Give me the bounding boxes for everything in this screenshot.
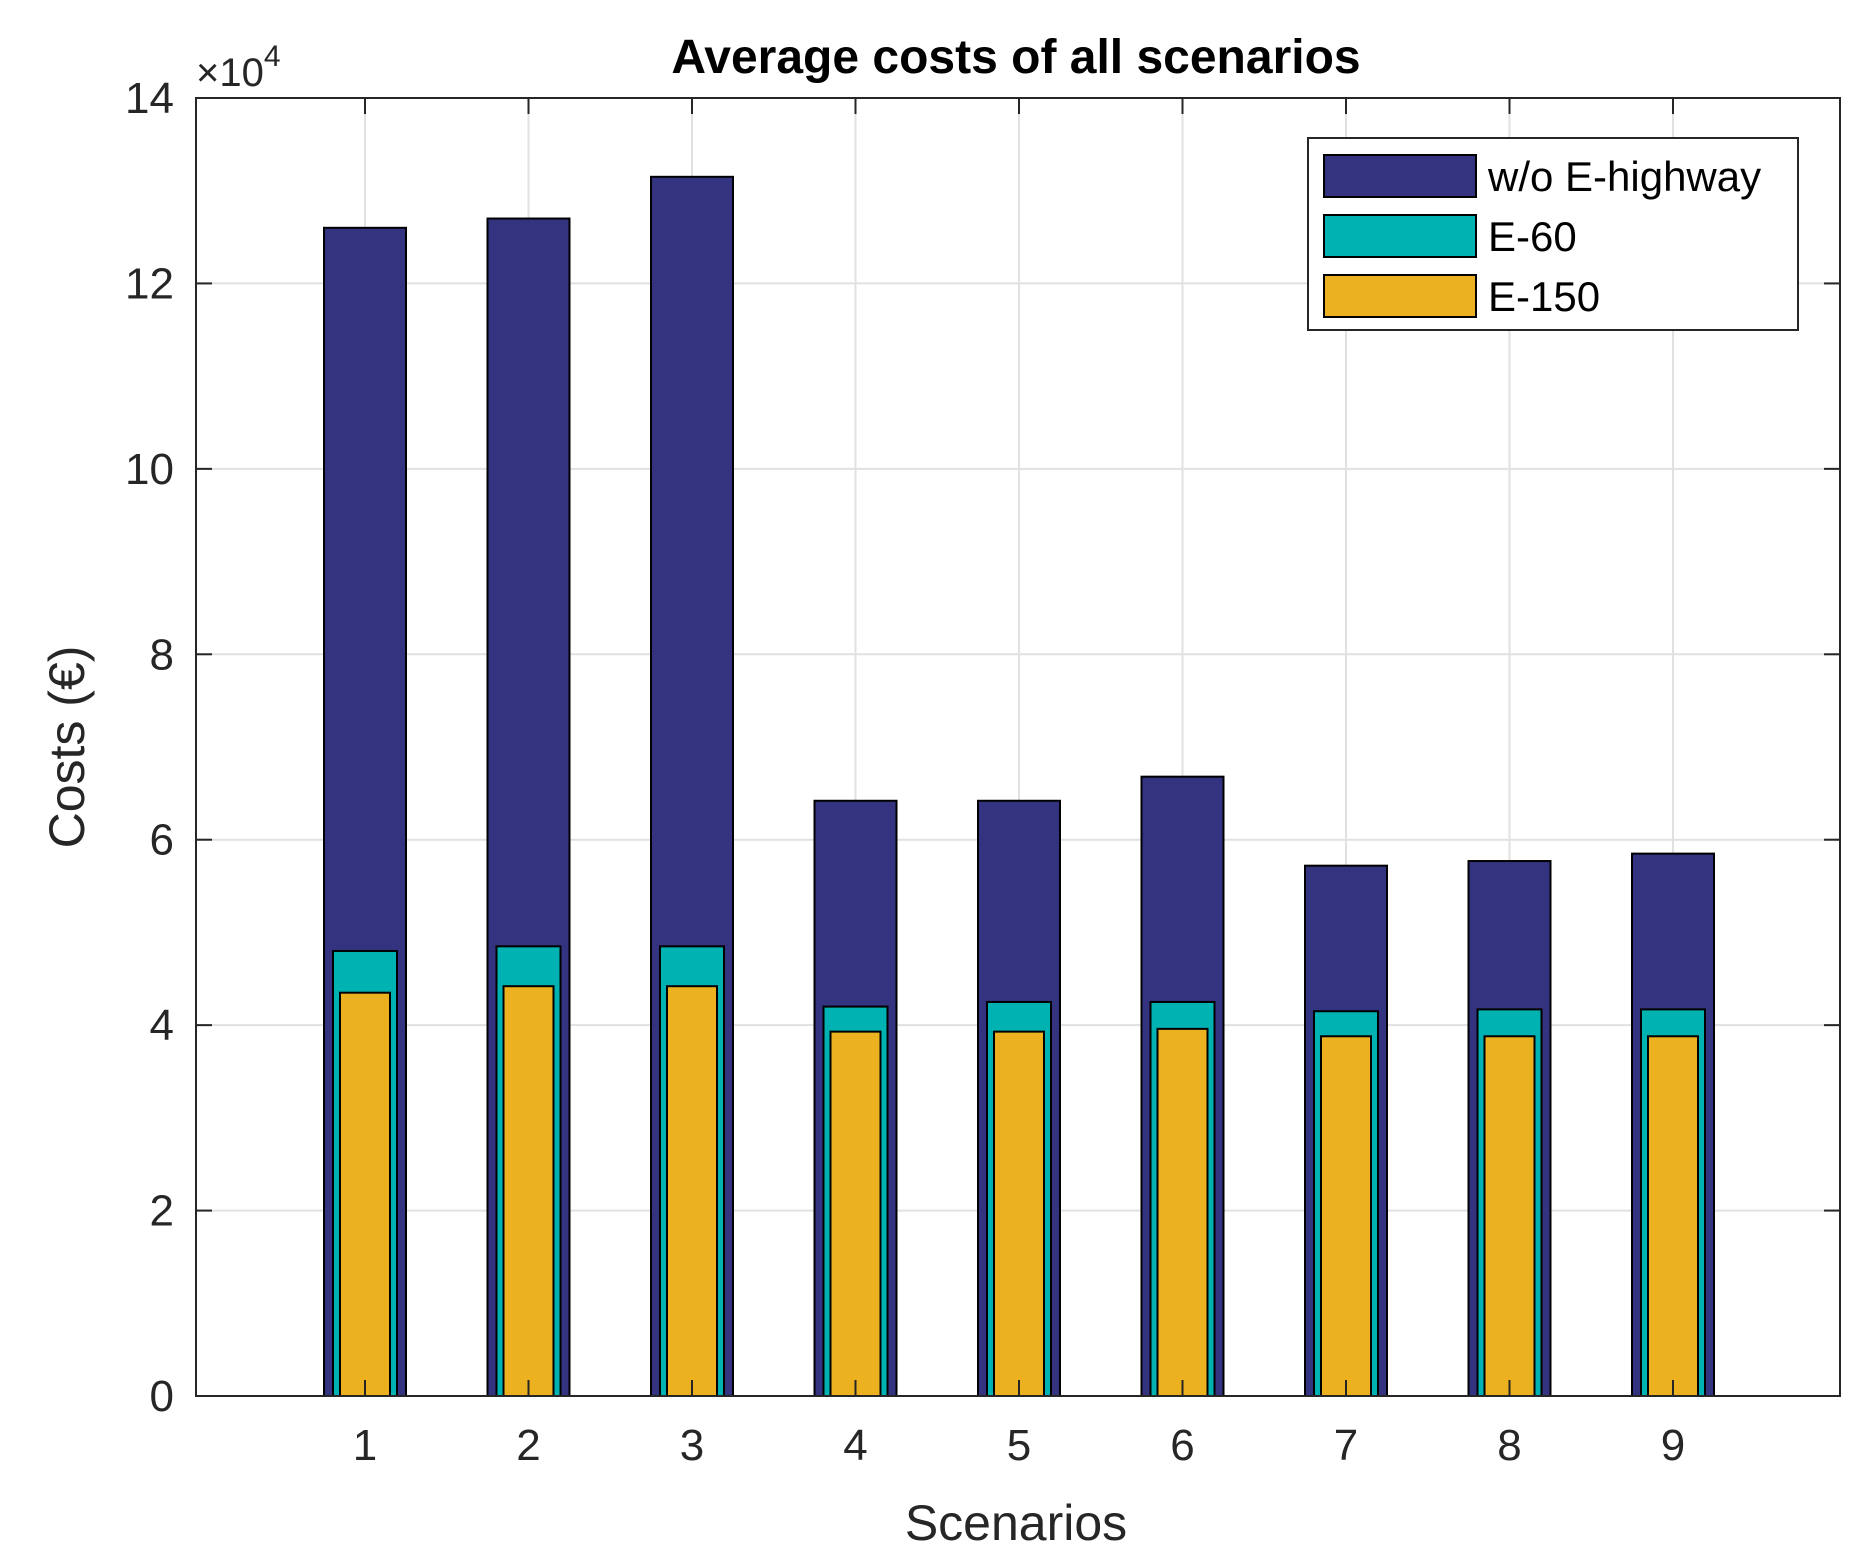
x-tick-label: 3 [680,1421,704,1470]
y-tick-label: 10 [125,445,174,494]
bar-e-150-7 [1320,1035,1372,1397]
x-tick-label: 5 [1007,1421,1031,1470]
y-exponent-base: ×10 [196,51,264,95]
bar-e-150-8 [1483,1035,1536,1397]
chart-title: Average costs of all scenarios [671,31,1360,84]
legend-label-w-o-e-highway: w/o E-highway [1487,153,1761,200]
bar-e-150-4 [829,1030,882,1397]
y-tick-label: 4 [150,1001,174,1050]
y-axis-title: Costs (€) [39,646,95,849]
legend-swatch-w-o-e-highway [1323,154,1477,198]
x-tick-label: 7 [1334,1421,1358,1470]
bar-e-150-1 [339,991,391,1397]
bar-e-150-3 [666,985,718,1398]
x-axis-title: Scenarios [905,1495,1127,1551]
bars [323,175,1715,1398]
x-tick-label: 4 [843,1421,867,1470]
legend: w/o E-highway E-60 E-150 [1307,137,1799,331]
bar-e-150-5 [993,1030,1045,1397]
y-tick-label: 12 [125,259,174,308]
y-exponent-power: 4 [264,40,281,73]
y-tick-label: 0 [150,1372,174,1421]
y-exponent-label: ×104 [196,40,281,95]
legend-swatch-e-150 [1323,274,1477,318]
bar-e-150-2 [502,985,555,1398]
x-tick-label: 8 [1497,1421,1521,1470]
legend-swatch-e-60 [1323,214,1477,258]
bar-e-150-6 [1156,1027,1209,1397]
x-tick-label: 1 [353,1421,377,1470]
y-tick-label: 6 [150,816,174,865]
legend-label-e-60: E-60 [1488,213,1577,260]
y-tick-label: 2 [150,1187,174,1236]
x-tick-label: 9 [1661,1421,1685,1470]
y-tick-label: 8 [150,630,174,679]
y-tick-label: 14 [125,74,174,123]
x-tick-label: 6 [1170,1421,1194,1470]
axis-ticks [196,97,1840,1397]
bar-e-150-9 [1647,1035,1699,1397]
x-tick-label: 2 [516,1421,540,1470]
legend-label-e-150: E-150 [1488,273,1600,320]
